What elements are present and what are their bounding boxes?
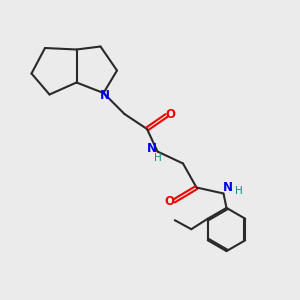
Text: N: N — [147, 142, 157, 155]
Text: O: O — [165, 195, 175, 208]
Text: N: N — [223, 181, 233, 194]
Text: H: H — [154, 153, 161, 163]
Text: O: O — [165, 108, 176, 121]
Text: N: N — [100, 89, 110, 102]
Text: H: H — [235, 186, 243, 196]
